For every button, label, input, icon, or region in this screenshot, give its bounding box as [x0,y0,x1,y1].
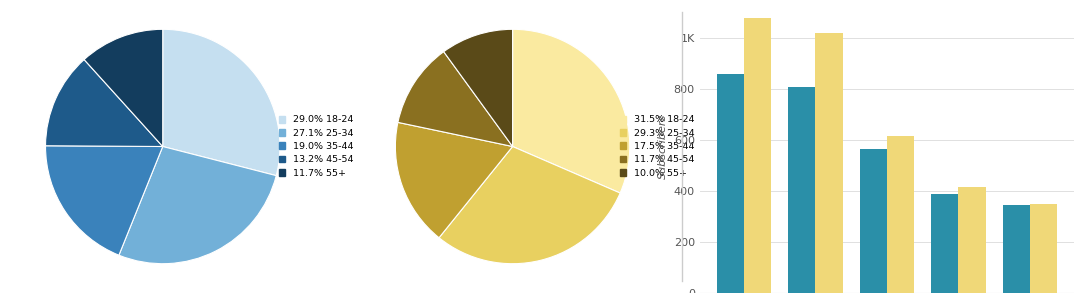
Wedge shape [45,59,163,146]
Wedge shape [512,29,629,193]
Wedge shape [45,146,163,255]
Bar [859,149,887,293]
Bar [1030,204,1057,293]
Bar [815,33,842,293]
Wedge shape [163,29,280,176]
Bar [1003,205,1030,293]
Wedge shape [119,146,276,264]
Wedge shape [397,52,512,146]
Bar [958,187,986,293]
Y-axis label: Subscribers: Subscribers [658,114,668,179]
Bar [931,194,958,293]
Bar [744,18,771,293]
Wedge shape [439,146,620,264]
Wedge shape [444,29,512,146]
Legend: 31.5% 18-24, 29.3% 25-34, 17.5% 35-44, 11.7% 45-54, 10.0% 55+: 31.5% 18-24, 29.3% 25-34, 17.5% 35-44, 1… [620,115,695,178]
Bar [887,136,914,293]
Bar [716,74,744,293]
Wedge shape [84,29,163,146]
Bar [788,87,815,293]
Legend: 29.0% 18-24, 27.1% 25-34, 19.0% 35-44, 13.2% 45-54, 11.7% 55+: 29.0% 18-24, 27.1% 25-34, 19.0% 35-44, 1… [279,115,353,178]
Wedge shape [395,122,512,238]
